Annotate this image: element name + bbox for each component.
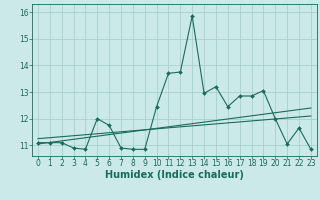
X-axis label: Humidex (Indice chaleur): Humidex (Indice chaleur) [105,170,244,180]
